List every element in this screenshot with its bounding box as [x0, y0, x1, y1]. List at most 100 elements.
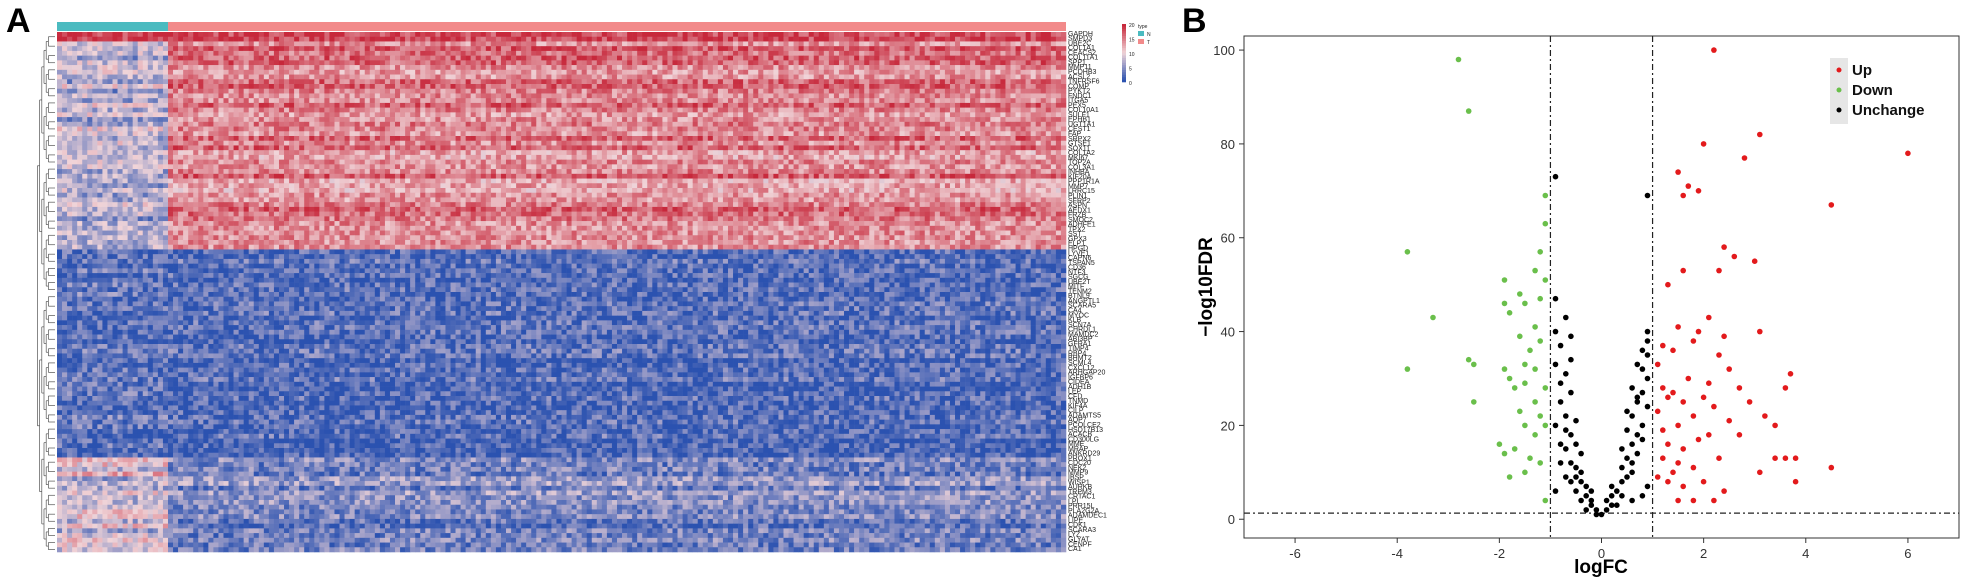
heatmap-cell: [122, 74, 128, 80]
heatmap-cell: [455, 60, 461, 66]
heatmap-cell: [218, 55, 224, 61]
heatmap-cell: [909, 136, 915, 142]
heatmap-cell: [697, 74, 704, 80]
heatmap-cell: [934, 55, 941, 61]
heatmap-cell: [722, 117, 729, 123]
heatmap-cell: [410, 65, 416, 71]
heatmap-cell: [748, 84, 754, 90]
heatmap-cell: [102, 131, 108, 137]
heatmap-cell: [506, 84, 512, 90]
heatmap-cell: [132, 60, 139, 66]
heatmap-cell: [395, 140, 401, 146]
heatmap-cell: [576, 140, 582, 146]
heatmap-cell: [727, 79, 734, 85]
heatmap-cell: [253, 55, 260, 61]
heatmap-cell: [294, 140, 300, 146]
heatmap-cell: [359, 98, 366, 104]
heatmap-cell: [213, 93, 219, 99]
heatmap-cell: [808, 107, 815, 113]
heatmap-cell: [495, 126, 502, 132]
heatmap-cell: [697, 41, 704, 47]
heatmap-cell: [909, 98, 915, 104]
heatmap-cell: [521, 32, 527, 38]
heatmap-cell: [733, 50, 739, 56]
heatmap-cell: [67, 117, 73, 123]
heatmap-cell: [561, 36, 567, 42]
heatmap-cell: [238, 74, 244, 80]
heatmap-cell: [506, 117, 512, 123]
heatmap-cell: [167, 60, 174, 66]
heatmap-cell: [87, 112, 93, 118]
heatmap-cell: [566, 117, 572, 123]
heatmap-cell: [662, 55, 668, 61]
heatmap-cell: [1005, 121, 1011, 127]
heatmap-cell: [67, 55, 73, 61]
heatmap-cell: [147, 79, 154, 85]
heatmap-cell: [284, 41, 290, 47]
heatmap-cell: [939, 41, 946, 47]
heatmap-cell: [1005, 140, 1011, 146]
heatmap-cell: [67, 41, 73, 47]
heatmap-cell: [934, 69, 941, 75]
heatmap-cell: [909, 102, 915, 108]
heatmap-cell: [67, 140, 73, 146]
heatmap-cell: [107, 121, 113, 127]
heatmap-cell: [228, 112, 234, 118]
heatmap-cell: [117, 88, 123, 94]
heatmap-cell: [253, 98, 260, 104]
heatmap-cell: [208, 88, 214, 94]
heatmap-cell: [743, 84, 749, 90]
heatmap-cell: [904, 88, 910, 94]
heatmap-cell: [284, 69, 290, 75]
heatmap-cell: [223, 140, 229, 146]
heatmap-cell: [536, 41, 542, 47]
heatmap-cell: [1020, 98, 1026, 104]
heatmap-cell: [142, 60, 149, 66]
heatmap-cell: [349, 126, 355, 132]
heatmap-cell: [284, 65, 290, 71]
heatmap-cell: [299, 32, 305, 38]
heatmap-cell: [899, 69, 905, 75]
heatmap-cell: [339, 102, 345, 108]
heatmap-cell: [632, 50, 638, 56]
heatmap-cell: [677, 41, 683, 47]
heatmap-cell: [596, 46, 603, 52]
heatmap-cell: [844, 117, 850, 123]
heatmap-cell: [859, 102, 865, 108]
heatmap-cell: [702, 79, 709, 85]
heatmap-cell: [833, 79, 840, 85]
heatmap-cell: [67, 145, 73, 151]
heatmap-cell: [278, 121, 285, 127]
heatmap-cell: [738, 88, 744, 94]
heatmap-cell: [400, 46, 406, 52]
heatmap-cell: [349, 50, 355, 56]
heatmap-cell: [894, 112, 900, 118]
heatmap-cell: [238, 60, 244, 66]
heatmap-cell: [516, 79, 522, 85]
heatmap-cell: [1025, 121, 1031, 127]
heatmap-cell: [420, 84, 426, 90]
heatmap-cell: [642, 65, 648, 71]
heatmap-cell: [677, 98, 683, 104]
heatmap-cell: [874, 88, 880, 94]
heatmap-cell: [980, 107, 986, 113]
heatmap-cell: [556, 93, 562, 99]
heatmap-cell: [102, 36, 108, 42]
heatmap-cell: [717, 102, 724, 108]
heatmap-cell: [985, 126, 991, 132]
heatmap-cell: [632, 46, 638, 52]
heatmap-cell: [919, 88, 926, 94]
heatmap-cell: [934, 98, 941, 104]
heatmap-cell: [430, 60, 436, 66]
heatmap-cell: [904, 84, 910, 90]
heatmap-cell: [263, 60, 270, 66]
heatmap-cell: [667, 50, 673, 56]
heatmap-cell: [511, 88, 517, 94]
heatmap-cell: [919, 79, 926, 85]
heatmap-cell: [697, 93, 704, 99]
heatmap-cell: [955, 79, 961, 85]
heatmap-cell: [132, 50, 139, 56]
heatmap-cell: [854, 93, 860, 99]
heatmap-cell: [753, 46, 759, 52]
heatmap-cell: [238, 69, 244, 75]
